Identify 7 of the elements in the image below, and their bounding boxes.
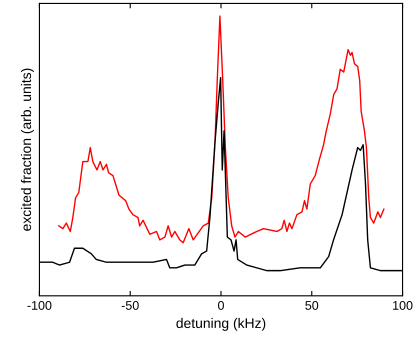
x-tick-label: 0 — [218, 300, 224, 310]
x-tick-label: 50 — [305, 300, 318, 310]
x-tick-label: 100 — [393, 300, 412, 310]
x-axis-title: detuning (kHz) — [176, 318, 266, 331]
x-tick-label: -50 — [122, 300, 139, 310]
x-tick-label: -100 — [27, 300, 52, 310]
y-axis-title: excited fraction (arb. units) — [20, 68, 34, 231]
